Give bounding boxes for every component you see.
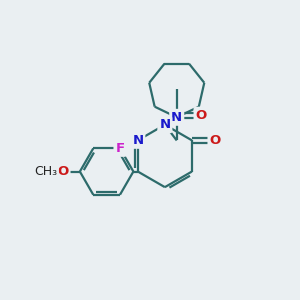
Text: F: F xyxy=(116,142,124,155)
Text: O: O xyxy=(196,109,207,122)
Text: O: O xyxy=(57,165,69,178)
Text: N: N xyxy=(159,118,170,131)
Text: N: N xyxy=(132,134,143,147)
Text: CH₃: CH₃ xyxy=(34,165,58,178)
Text: N: N xyxy=(171,111,182,124)
Text: O: O xyxy=(209,134,221,147)
